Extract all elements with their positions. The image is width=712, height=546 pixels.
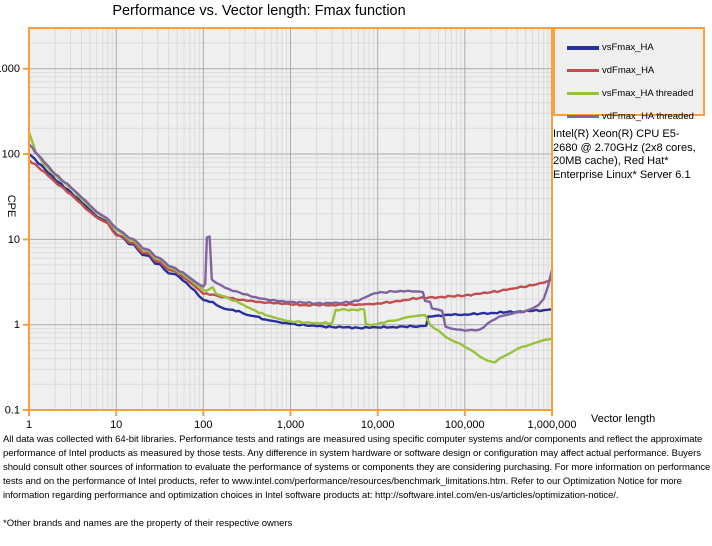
legend-line-sample	[567, 115, 599, 118]
system-info-line: Enterprise Linux* Server 6.1	[553, 168, 691, 181]
y-axis-title: CPE	[5, 194, 17, 218]
y-axis-tick-label: 100	[2, 149, 20, 161]
legend-item-label: vsFmax_HA threaded	[602, 88, 694, 99]
x-axis-tick-label: 1,000	[277, 419, 305, 431]
legend-line-sample	[567, 45, 599, 50]
system-info-line: 2680 @ 2.70GHz (2x8 cores,	[553, 141, 696, 154]
y-axis-tick-label: 1000	[0, 63, 20, 75]
x-axis-tick-label: 100,000	[445, 419, 485, 431]
legend-item-label: vsFmax_HA	[602, 42, 654, 53]
x-axis-title: Vector length	[591, 413, 656, 425]
x-axis-tick-label: 10,000	[361, 419, 395, 431]
y-axis-tick-label: 1	[14, 319, 20, 331]
legend-line-sample	[567, 92, 599, 95]
x-axis-tick-label: 1,000,000	[528, 419, 577, 431]
plot-area: 1101001,00010,000100,0001,000,0001000100…	[0, 27, 577, 431]
legend-item-vsFmax_HA: vsFmax_HA	[555, 36, 703, 59]
legend-item-vdFmax_HA: vdFmax_HA	[555, 59, 703, 82]
disclaimer-text: All data was collected with 64-bit libra…	[3, 434, 711, 501]
legend-item-vdFmax_HA-threaded: vdFmax_HA threaded	[555, 105, 703, 128]
y-axis-tick-label: 10	[8, 234, 20, 246]
x-axis-tick-label: 10	[110, 419, 122, 431]
legend: vsFmax_HA vdFmax_HA vsFmax_HA threaded vdFm…	[553, 27, 705, 122]
chart-title: Performance vs. Vector length: Fmax func…	[112, 3, 406, 19]
x-axis-tick-label: 1	[26, 419, 32, 431]
x-axis-tick-label: 100	[194, 419, 212, 431]
system-info-line: 20MB cache), Red Hat*	[553, 155, 669, 167]
legend-item-label: vdFmax_HA	[602, 65, 655, 76]
axis-tick-marks	[23, 67, 553, 416]
legend-item-label: vdFmax_HA threaded	[602, 111, 694, 122]
footnote-text: *Other brands and names are the property…	[3, 518, 293, 529]
system-info-line: Intel(R) Xeon(R) CPU E5-	[553, 128, 680, 140]
y-axis-tick-label: 0.1	[5, 405, 20, 417]
series-line-vdFmax_HA-threaded	[27, 143, 554, 332]
legend-line-sample	[567, 69, 599, 72]
system-info-text: Intel(R) Xeon(R) CPU E5- 2680 @ 2.70GHz (…	[553, 128, 711, 182]
legend-item-vsFmax_HA-threaded: vsFmax_HA threaded	[555, 82, 703, 105]
